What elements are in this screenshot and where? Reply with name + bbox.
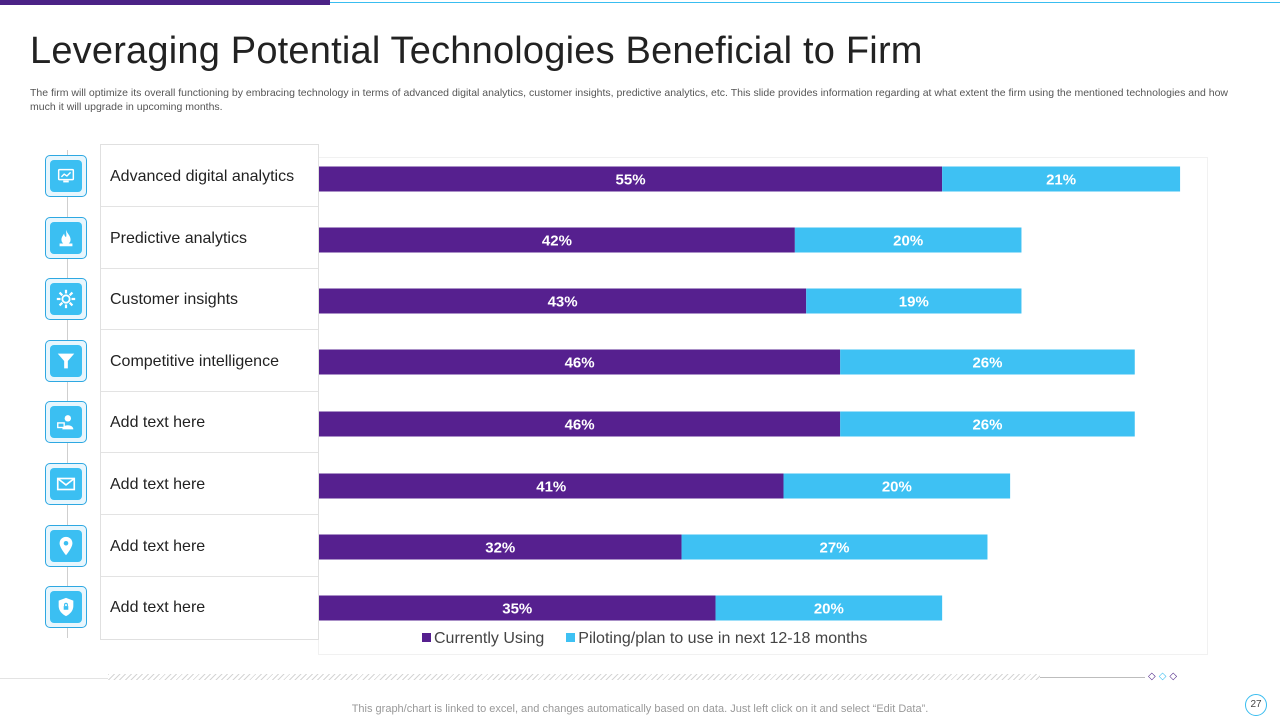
icon-box <box>45 339 87 382</box>
bar-piloting[interactable] <box>942 166 1181 192</box>
bar-value-label: 41% <box>536 479 566 496</box>
row-separator <box>101 329 318 331</box>
bar-currently-using[interactable] <box>319 411 841 437</box>
bar-value-label: 26% <box>972 355 1002 372</box>
bar-piloting[interactable] <box>715 595 943 621</box>
page-subtitle: The firm will optimize its overall funct… <box>30 87 1228 113</box>
bar-currently-using[interactable] <box>319 473 784 499</box>
icon-connector-line <box>67 150 68 638</box>
gear-icon <box>50 283 82 316</box>
bar-piloting[interactable] <box>681 534 988 560</box>
footer-line-right <box>1040 677 1145 678</box>
bar-currently-using[interactable] <box>319 349 841 375</box>
row-separator <box>101 390 318 392</box>
bar-currently-using[interactable] <box>319 227 795 253</box>
category-label: Add text here <box>110 537 206 555</box>
top-accent-bar <box>0 0 330 5</box>
shield-icon <box>50 591 82 624</box>
category-row: Add text here <box>0 454 1280 515</box>
analytics-icon <box>50 160 82 192</box>
category-label: Add text here <box>110 414 206 432</box>
bar-currently-using[interactable] <box>319 595 716 621</box>
category-label: Advanced digital analytics <box>110 168 295 185</box>
legend-item-current: Currently Using <box>422 630 544 648</box>
icon-box <box>45 524 87 567</box>
row-separator <box>101 452 318 454</box>
category-label-panel <box>100 144 319 640</box>
category-row: Add text here <box>0 516 1280 577</box>
icon-box <box>45 401 87 444</box>
chart-legend: Currently Using Piloting/plan to use in … <box>422 630 867 648</box>
bar-value-label: 20% <box>814 601 844 618</box>
row-separator <box>101 575 318 577</box>
category-row: Add text here <box>0 577 1280 638</box>
legend-label-current: Currently Using <box>434 630 545 647</box>
bar-value-label: 20% <box>882 479 912 496</box>
category-row: Add text here <box>0 392 1280 454</box>
bar-currently-using[interactable] <box>319 166 943 192</box>
icon-box <box>45 463 87 505</box>
category-label: Add text here <box>110 599 206 617</box>
legend-item-piloting: Piloting/plan to use in next 12-18 month… <box>566 630 867 648</box>
bar-value-label: 19% <box>899 294 929 311</box>
footer-note: This graph/chart is linked to excel, and… <box>351 703 929 715</box>
category-label: Customer insights <box>110 291 239 309</box>
page-number: 27 <box>1245 694 1267 716</box>
bar-currently-using[interactable] <box>319 534 682 560</box>
category-label: Competitive intelligence <box>110 352 279 370</box>
footer-diamonds: ◇◇◇ <box>1148 671 1180 682</box>
bar-piloting[interactable] <box>783 473 1011 499</box>
location-icon <box>50 529 82 562</box>
bar-value-label: 43% <box>548 294 578 311</box>
legend-swatch-current <box>422 633 431 642</box>
diamond-icon: ◇ <box>1158 671 1170 682</box>
bar-value-label: 35% <box>502 601 532 618</box>
icon-box <box>45 216 87 259</box>
category-label: Add text here <box>110 476 206 493</box>
bar-value-label: 26% <box>972 417 1002 434</box>
row-separator <box>101 206 318 207</box>
category-row: Predictive analytics <box>0 208 1280 269</box>
diamond-icon: ◇ <box>1169 671 1181 682</box>
mail-icon <box>50 468 82 500</box>
page-title: Leveraging Potential Technologies Benefi… <box>30 30 923 72</box>
bar-value-label: 27% <box>819 540 849 557</box>
fire-icon <box>50 221 82 254</box>
diamond-icon: ◇ <box>1148 671 1159 682</box>
bar-piloting[interactable] <box>794 227 1022 253</box>
bar-value-label: 46% <box>565 355 595 372</box>
row-separator <box>101 514 318 515</box>
top-divider <box>330 2 1280 3</box>
category-label: Predictive analytics <box>110 229 247 247</box>
bar-value-label: 46% <box>565 417 595 434</box>
bar-piloting[interactable] <box>840 411 1135 437</box>
icon-box <box>45 278 87 321</box>
icon-box <box>45 586 87 629</box>
support-icon <box>50 406 82 439</box>
row-separator <box>101 267 318 269</box>
bar-value-label: 32% <box>485 540 515 557</box>
bar-value-label: 55% <box>616 172 646 189</box>
icon-box <box>45 155 87 197</box>
category-row: Customer insights <box>0 269 1280 331</box>
bar-piloting[interactable] <box>806 288 1022 314</box>
legend-swatch-piloting <box>566 633 576 642</box>
bar-piloting[interactable] <box>840 349 1135 375</box>
bar-currently-using[interactable] <box>319 288 807 314</box>
footer-line-left <box>0 678 108 679</box>
bar-value-label: 21% <box>1046 172 1076 189</box>
legend-label-piloting: Piloting/plan to use in next 12-18 month… <box>578 630 868 647</box>
bar-value-label: 42% <box>542 233 572 250</box>
bar-value-label: 20% <box>893 233 923 250</box>
category-row: Advanced digital analytics <box>0 146 1280 207</box>
funnel-icon <box>50 344 82 377</box>
footer-hatched-line <box>108 674 1040 680</box>
category-row: Competitive intelligence <box>0 331 1280 392</box>
